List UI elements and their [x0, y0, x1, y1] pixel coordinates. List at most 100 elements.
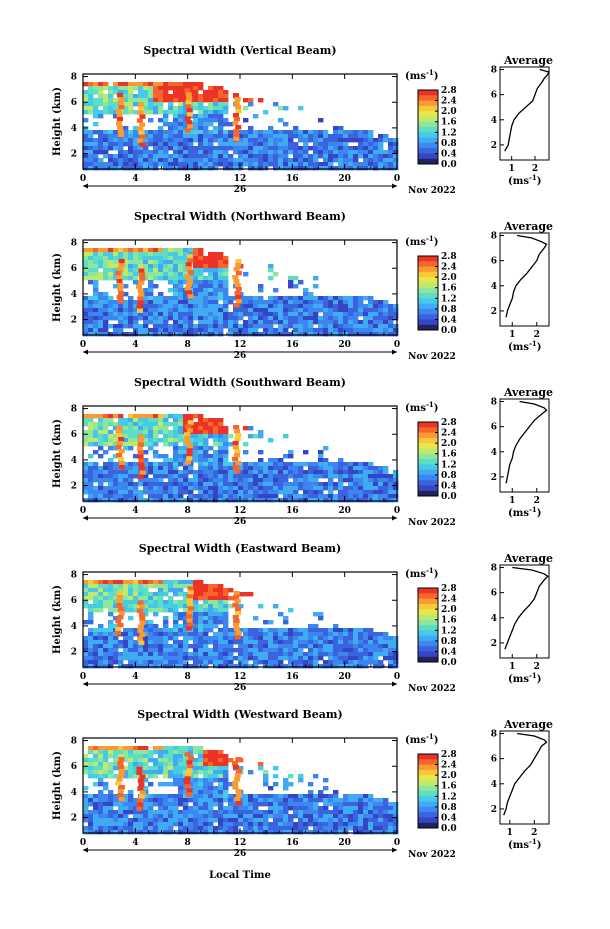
heatmap-cell — [108, 106, 114, 111]
heatmap-cell — [173, 474, 179, 479]
heatmap-cell — [168, 814, 174, 819]
heatmap-cell — [388, 150, 394, 155]
heatmap-cell — [93, 150, 99, 155]
heatmap-cell — [308, 830, 314, 835]
profile-line — [504, 68, 551, 152]
heatmap-cell — [128, 806, 134, 811]
heatmap-cell — [218, 308, 224, 313]
heatmap-cell — [273, 604, 279, 609]
heatmap-cell — [98, 304, 104, 309]
heatmap-cell — [183, 86, 189, 91]
heatmap-cell — [388, 498, 394, 503]
heatmap-cell — [323, 320, 329, 325]
heatmap-cell — [208, 268, 214, 273]
heatmap-cell — [378, 486, 384, 491]
colorbar-tick-label: 0.8 — [441, 637, 457, 647]
heatmap-cell — [173, 656, 179, 661]
heatmap-cell — [98, 778, 104, 783]
heatmap-cell — [98, 470, 104, 475]
heatmap-cell — [213, 616, 219, 621]
heatmap-cell — [153, 146, 159, 151]
heatmap-cell — [115, 121, 122, 126]
heatmap-cell — [108, 580, 114, 585]
heatmap-cell — [238, 474, 244, 479]
heatmap-cell — [143, 798, 149, 803]
heatmap-cell — [258, 640, 264, 645]
heatmap-cell — [148, 608, 154, 613]
heatmap-cell — [143, 154, 149, 159]
heatmap-cell — [278, 138, 284, 143]
heatmap-cell — [198, 122, 204, 127]
heatmap-cell — [83, 110, 89, 115]
heatmap-cell — [348, 134, 354, 139]
heatmap-cell — [113, 830, 119, 835]
heatmap-cell — [153, 426, 159, 431]
heatmap-cell — [318, 332, 324, 337]
heatmap-cell — [198, 324, 204, 329]
heatmap-cell — [383, 490, 389, 495]
heatmap-cell — [223, 470, 229, 475]
heatmap-cell — [158, 814, 164, 819]
heatmap-cell — [203, 308, 209, 313]
heatmap-cell — [178, 588, 184, 593]
colorbar: 2.82.42.01.61.20.80.40.0(ms-1) — [405, 400, 457, 502]
heatmap-cell — [198, 260, 204, 265]
heatmap-cell — [308, 782, 314, 787]
heatmap-cell — [348, 466, 354, 471]
heatmap-cell — [273, 470, 279, 475]
heatmap-cell — [238, 162, 244, 167]
heatmap-cell — [93, 122, 99, 127]
heatmap-cell — [168, 482, 174, 487]
heatmap-cell — [328, 478, 334, 483]
heatmap-cell — [123, 154, 129, 159]
heatmap-cell — [278, 462, 284, 467]
heatmap-cell — [363, 134, 369, 139]
heatmap-cell — [173, 588, 179, 593]
heatmap-cell — [288, 474, 294, 479]
colorbar-swatch — [418, 132, 438, 138]
heatmap-cell — [243, 802, 249, 807]
heatmap-cell — [183, 770, 189, 775]
heatmap-cell — [208, 106, 214, 111]
heatmap-cell — [137, 438, 144, 443]
heatmap-cell — [188, 782, 194, 787]
heatmap-cell — [288, 818, 294, 823]
heatmap-cell — [283, 822, 289, 827]
heatmap-cell — [288, 166, 294, 171]
heatmap-cell — [308, 154, 314, 159]
heatmap-cell — [203, 474, 209, 479]
heatmap-cell — [213, 434, 219, 439]
heatmap-cell — [98, 644, 104, 649]
heatmap-cell — [268, 138, 274, 143]
heatmap-cell — [185, 100, 192, 105]
heatmap-cell — [318, 826, 324, 831]
heatmap-cell — [193, 260, 199, 265]
heatmap-cell — [178, 430, 184, 435]
heatmap-cell — [383, 134, 389, 139]
heatmap-cell — [153, 418, 159, 423]
heatmap-cell — [88, 146, 94, 151]
heatmap-cell — [253, 296, 259, 301]
colorbar-unit: (ms-1) — [405, 68, 438, 82]
heatmap-cell — [116, 603, 123, 608]
colorbar-swatch — [418, 293, 438, 299]
heatmap-cell — [153, 490, 159, 495]
heatmap-cell — [123, 252, 129, 257]
heatmap-cell — [83, 94, 89, 99]
heatmap-cell — [143, 98, 149, 103]
heatmap-cell — [248, 798, 254, 803]
heatmap-cell — [158, 332, 164, 337]
heatmap-cell — [208, 466, 214, 471]
heatmap-cell — [113, 304, 119, 309]
heatmap-cell — [148, 142, 154, 147]
heatmap-cell — [223, 466, 229, 471]
heatmap-cell — [223, 664, 229, 669]
colorbar-swatch — [418, 474, 438, 481]
heatmap-cell — [358, 138, 364, 143]
heatmap-cell — [323, 810, 329, 815]
heatmap-cell — [83, 272, 89, 277]
heatmap-cell — [353, 130, 359, 135]
heatmap-cell — [263, 470, 269, 475]
heatmap-cell — [203, 636, 209, 641]
heatmap-cell — [378, 478, 384, 483]
